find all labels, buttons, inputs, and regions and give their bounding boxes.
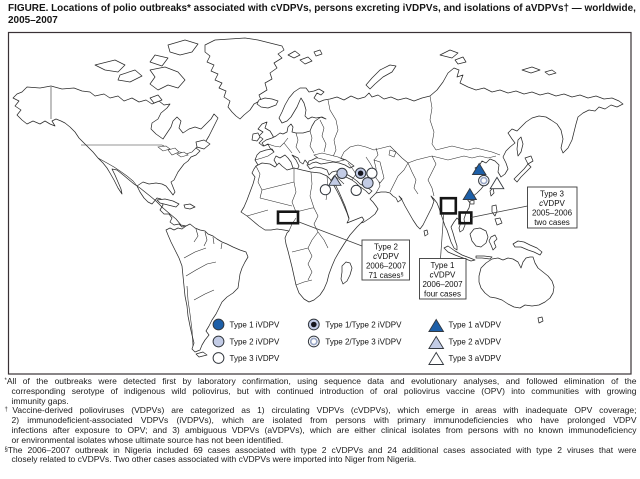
- svg-text:Type 1: Type 1: [430, 261, 455, 270]
- svg-text:Type 2 aVDPV: Type 2 aVDPV: [449, 338, 502, 347]
- svg-text:cVDPV: cVDPV: [373, 252, 399, 261]
- svg-text:Type 1/Type 2 iVDPV: Type 1/Type 2 iVDPV: [325, 321, 402, 330]
- svg-text:2006–2007: 2006–2007: [422, 280, 463, 289]
- svg-text:2005–2006: 2005–2006: [532, 209, 573, 218]
- svg-text:2006–2007: 2006–2007: [366, 262, 407, 271]
- svg-text:Type 3 iVDPV: Type 3 iVDPV: [230, 354, 280, 363]
- svg-text:cVDPV: cVDPV: [430, 271, 456, 280]
- svg-text:Type 2: Type 2: [374, 243, 399, 252]
- svg-text:Type 2/Type 3 iVDPV: Type 2/Type 3 iVDPV: [325, 338, 402, 347]
- svg-text:Type 1 aVDPV: Type 1 aVDPV: [449, 321, 502, 330]
- svg-text:four cases: four cases: [424, 290, 461, 299]
- svg-text:71 cases§: 71 cases§: [368, 271, 403, 280]
- svg-text:cVDPV: cVDPV: [539, 199, 565, 208]
- svg-text:two cases: two cases: [534, 218, 570, 227]
- svg-text:Type 3: Type 3: [540, 190, 565, 199]
- svg-text:Type 3 aVDPV: Type 3 aVDPV: [449, 354, 502, 363]
- svg-text:Type 1 iVDPV: Type 1 iVDPV: [230, 321, 280, 330]
- svg-text:Type 2 iVDPV: Type 2 iVDPV: [230, 338, 280, 347]
